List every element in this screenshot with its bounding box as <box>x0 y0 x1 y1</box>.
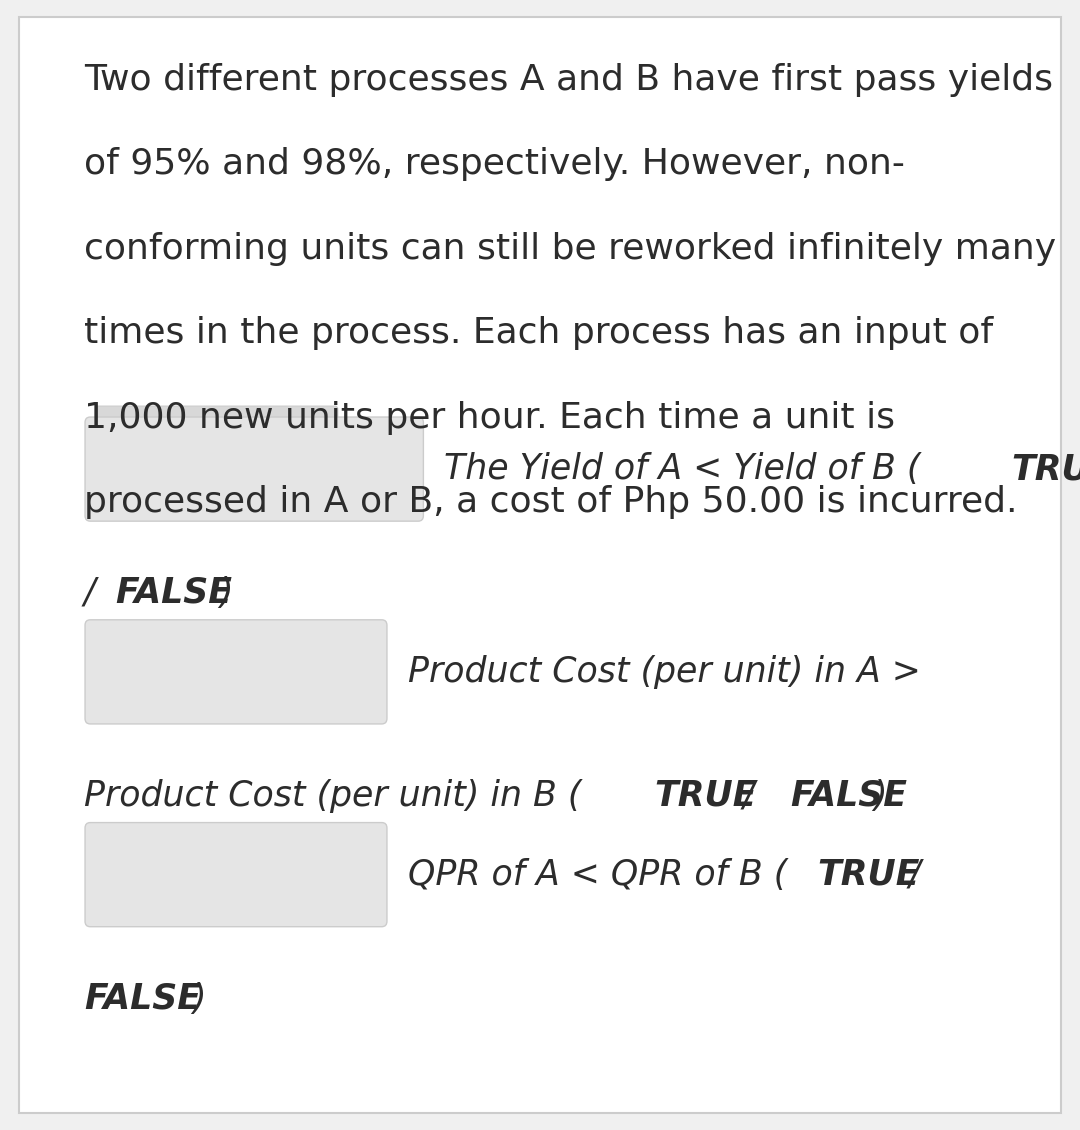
Text: /: / <box>721 779 777 812</box>
Text: Two different processes A and B have first pass yields: Two different processes A and B have fir… <box>84 63 1053 97</box>
Text: ): ) <box>181 982 206 1016</box>
Text: TRUE: TRUE <box>1012 452 1080 486</box>
FancyBboxPatch shape <box>95 406 338 506</box>
Text: 1,000 new units per hour. Each time a unit is: 1,000 new units per hour. Each time a un… <box>84 401 895 435</box>
Text: /: / <box>887 858 920 892</box>
Text: /: / <box>84 576 107 610</box>
FancyBboxPatch shape <box>85 620 387 724</box>
Text: TRUE: TRUE <box>816 858 919 892</box>
Text: ): ) <box>208 576 233 610</box>
Text: ): ) <box>863 779 888 812</box>
Text: TRUE: TRUE <box>654 779 757 812</box>
FancyBboxPatch shape <box>85 823 387 927</box>
Text: conforming units can still be reworked infinitely many: conforming units can still be reworked i… <box>84 232 1056 266</box>
Text: Product Cost (per unit) in A >: Product Cost (per unit) in A > <box>408 655 920 689</box>
Text: QPR of A < QPR of B (: QPR of A < QPR of B ( <box>408 858 798 892</box>
FancyBboxPatch shape <box>85 417 423 521</box>
FancyBboxPatch shape <box>19 17 1061 1113</box>
Text: FALSE: FALSE <box>116 576 232 610</box>
Text: The Yield of A < Yield of B (: The Yield of A < Yield of B ( <box>444 452 932 486</box>
Text: FALSE: FALSE <box>789 779 907 812</box>
Text: FALSE: FALSE <box>84 982 201 1016</box>
Text: times in the process. Each process has an input of: times in the process. Each process has a… <box>84 316 994 350</box>
Text: processed in A or B, a cost of Php 50.00 is incurred.: processed in A or B, a cost of Php 50.00… <box>84 485 1017 519</box>
Text: Product Cost (per unit) in B (: Product Cost (per unit) in B ( <box>84 779 592 812</box>
Text: of 95% and 98%, respectively. However, non-: of 95% and 98%, respectively. However, n… <box>84 147 905 182</box>
